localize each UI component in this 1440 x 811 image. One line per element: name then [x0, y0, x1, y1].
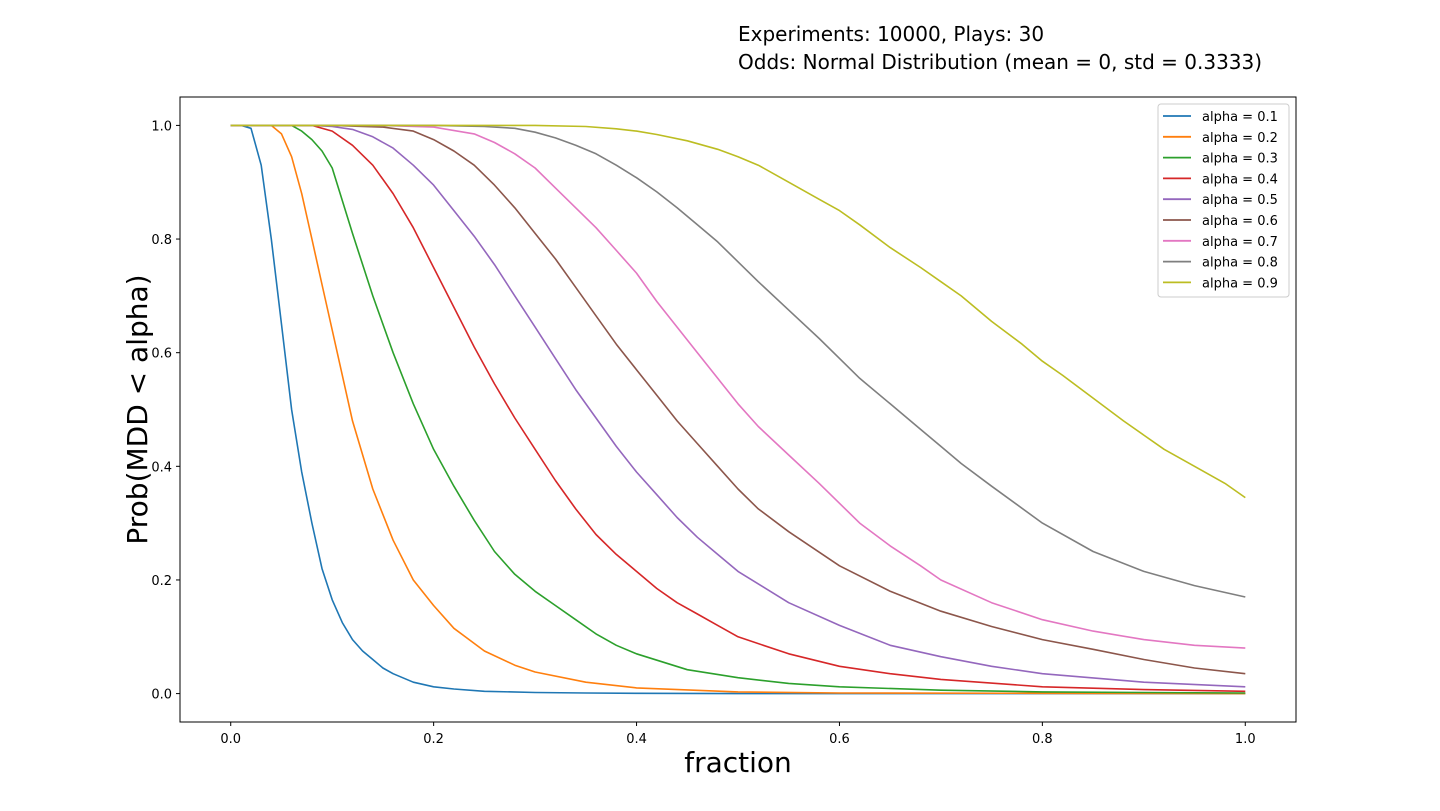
- x-tick-label: 1.0: [1235, 732, 1256, 747]
- legend-label: alpha = 0.5: [1202, 193, 1278, 208]
- title-line-2: Odds: Normal Distribution (mean = 0, std…: [738, 50, 1263, 74]
- x-tick-label: 0.8: [1032, 732, 1053, 747]
- series-line-8: [230, 124, 1246, 598]
- series-layer: [230, 124, 1246, 695]
- series-line-3: [230, 124, 1246, 694]
- series-line-1: [230, 124, 1246, 695]
- x-tick-label: 0.4: [626, 732, 647, 747]
- series-line-6: [230, 124, 1246, 675]
- legend-label: alpha = 0.9: [1202, 276, 1278, 291]
- x-axis: 0.0 0.2 0.4 0.6 0.8 1.0: [220, 722, 1256, 747]
- legend: alpha = 0.1 alpha = 0.2 alpha = 0.3 alpha =…: [1157, 103, 1290, 298]
- x-tick-label: 0.0: [220, 732, 241, 747]
- legend-label: alpha = 0.3: [1202, 152, 1278, 167]
- legend-label: alpha = 0.2: [1202, 131, 1278, 146]
- title-line-1: Experiments: 10000, Plays: 30: [738, 22, 1045, 46]
- x-tick-label: 0.2: [423, 732, 444, 747]
- y-tick-label: 0.0: [151, 688, 172, 703]
- series-line-2: [230, 124, 1246, 695]
- legend-box: [1157, 103, 1290, 298]
- series-line-7: [230, 124, 1246, 649]
- y-tick-label: 0.8: [151, 233, 172, 248]
- chart-title: Experiments: 10000, Plays: 30 Odds: Norm…: [738, 20, 1262, 76]
- plot-frame: [179, 96, 1297, 723]
- x-axis-label: fraction: [684, 746, 792, 779]
- legend-label: alpha = 0.6: [1202, 214, 1278, 229]
- legend-label: alpha = 0.1: [1202, 110, 1278, 125]
- y-tick-label: 0.2: [151, 574, 172, 589]
- legend-label: alpha = 0.4: [1202, 172, 1278, 187]
- legend-label: alpha = 0.7: [1202, 235, 1278, 250]
- y-tick-label: 1.0: [151, 119, 172, 134]
- legend-label: alpha = 0.8: [1202, 256, 1278, 271]
- series-line-5: [230, 124, 1246, 688]
- y-tick-label: 0.4: [151, 460, 172, 475]
- y-tick-label: 0.6: [151, 347, 172, 362]
- x-tick-label: 0.6: [829, 732, 850, 747]
- y-axis-label: Prob(MDD < alpha): [121, 274, 154, 544]
- series-line-4: [230, 124, 1246, 693]
- y-axis: 0.0 0.2 0.4 0.6 0.8 1.0: [151, 119, 180, 703]
- series-line-9: [230, 124, 1246, 499]
